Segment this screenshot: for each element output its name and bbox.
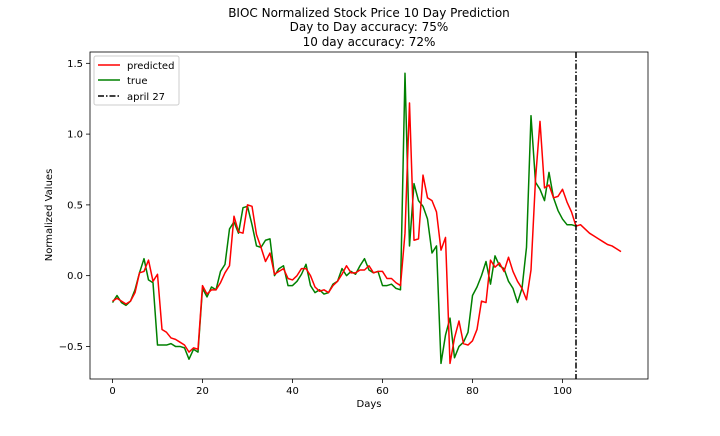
x-axis-label: Days bbox=[357, 399, 382, 410]
x-axis: 0 20 40 60 80 100 bbox=[109, 379, 572, 397]
legend-label-april-27: april 27 bbox=[127, 92, 165, 103]
series-line-predicted bbox=[112, 102, 622, 365]
y-tick-label: 0.5 bbox=[67, 200, 83, 211]
legend-label-predicted: predicted bbox=[127, 61, 174, 72]
chart-subtitle-line-2: 10 day accuracy: 72% bbox=[303, 35, 436, 49]
x-tick-label: 80 bbox=[466, 386, 479, 397]
plot-area-frame bbox=[89, 51, 649, 380]
x-tick-label: 0 bbox=[109, 386, 115, 397]
x-tick-label: 20 bbox=[196, 386, 209, 397]
x-tick-label: 40 bbox=[286, 386, 299, 397]
y-tick-label: 1.0 bbox=[67, 130, 83, 141]
chart-subtitle-line-1: Day to Day accuracy: 75% bbox=[290, 20, 449, 34]
y-tick-label: 0.0 bbox=[67, 271, 83, 282]
chart-title: BIOC Normalized Stock Price 10 Day Predi… bbox=[228, 6, 510, 20]
legend-frame bbox=[93, 55, 180, 106]
legend-label-true: true bbox=[127, 76, 148, 87]
legend: predicted true april 27 bbox=[93, 55, 180, 106]
y-axis-label: Normalized Values bbox=[44, 169, 55, 262]
y-axis: −0.5 0.0 0.5 1.0 1.5 bbox=[59, 59, 90, 353]
y-tick-label: 1.5 bbox=[67, 59, 83, 70]
x-tick-label: 60 bbox=[376, 386, 389, 397]
series-line-true bbox=[111, 72, 577, 365]
y-tick-label: −0.5 bbox=[59, 342, 83, 353]
x-tick-label: 100 bbox=[553, 386, 572, 397]
